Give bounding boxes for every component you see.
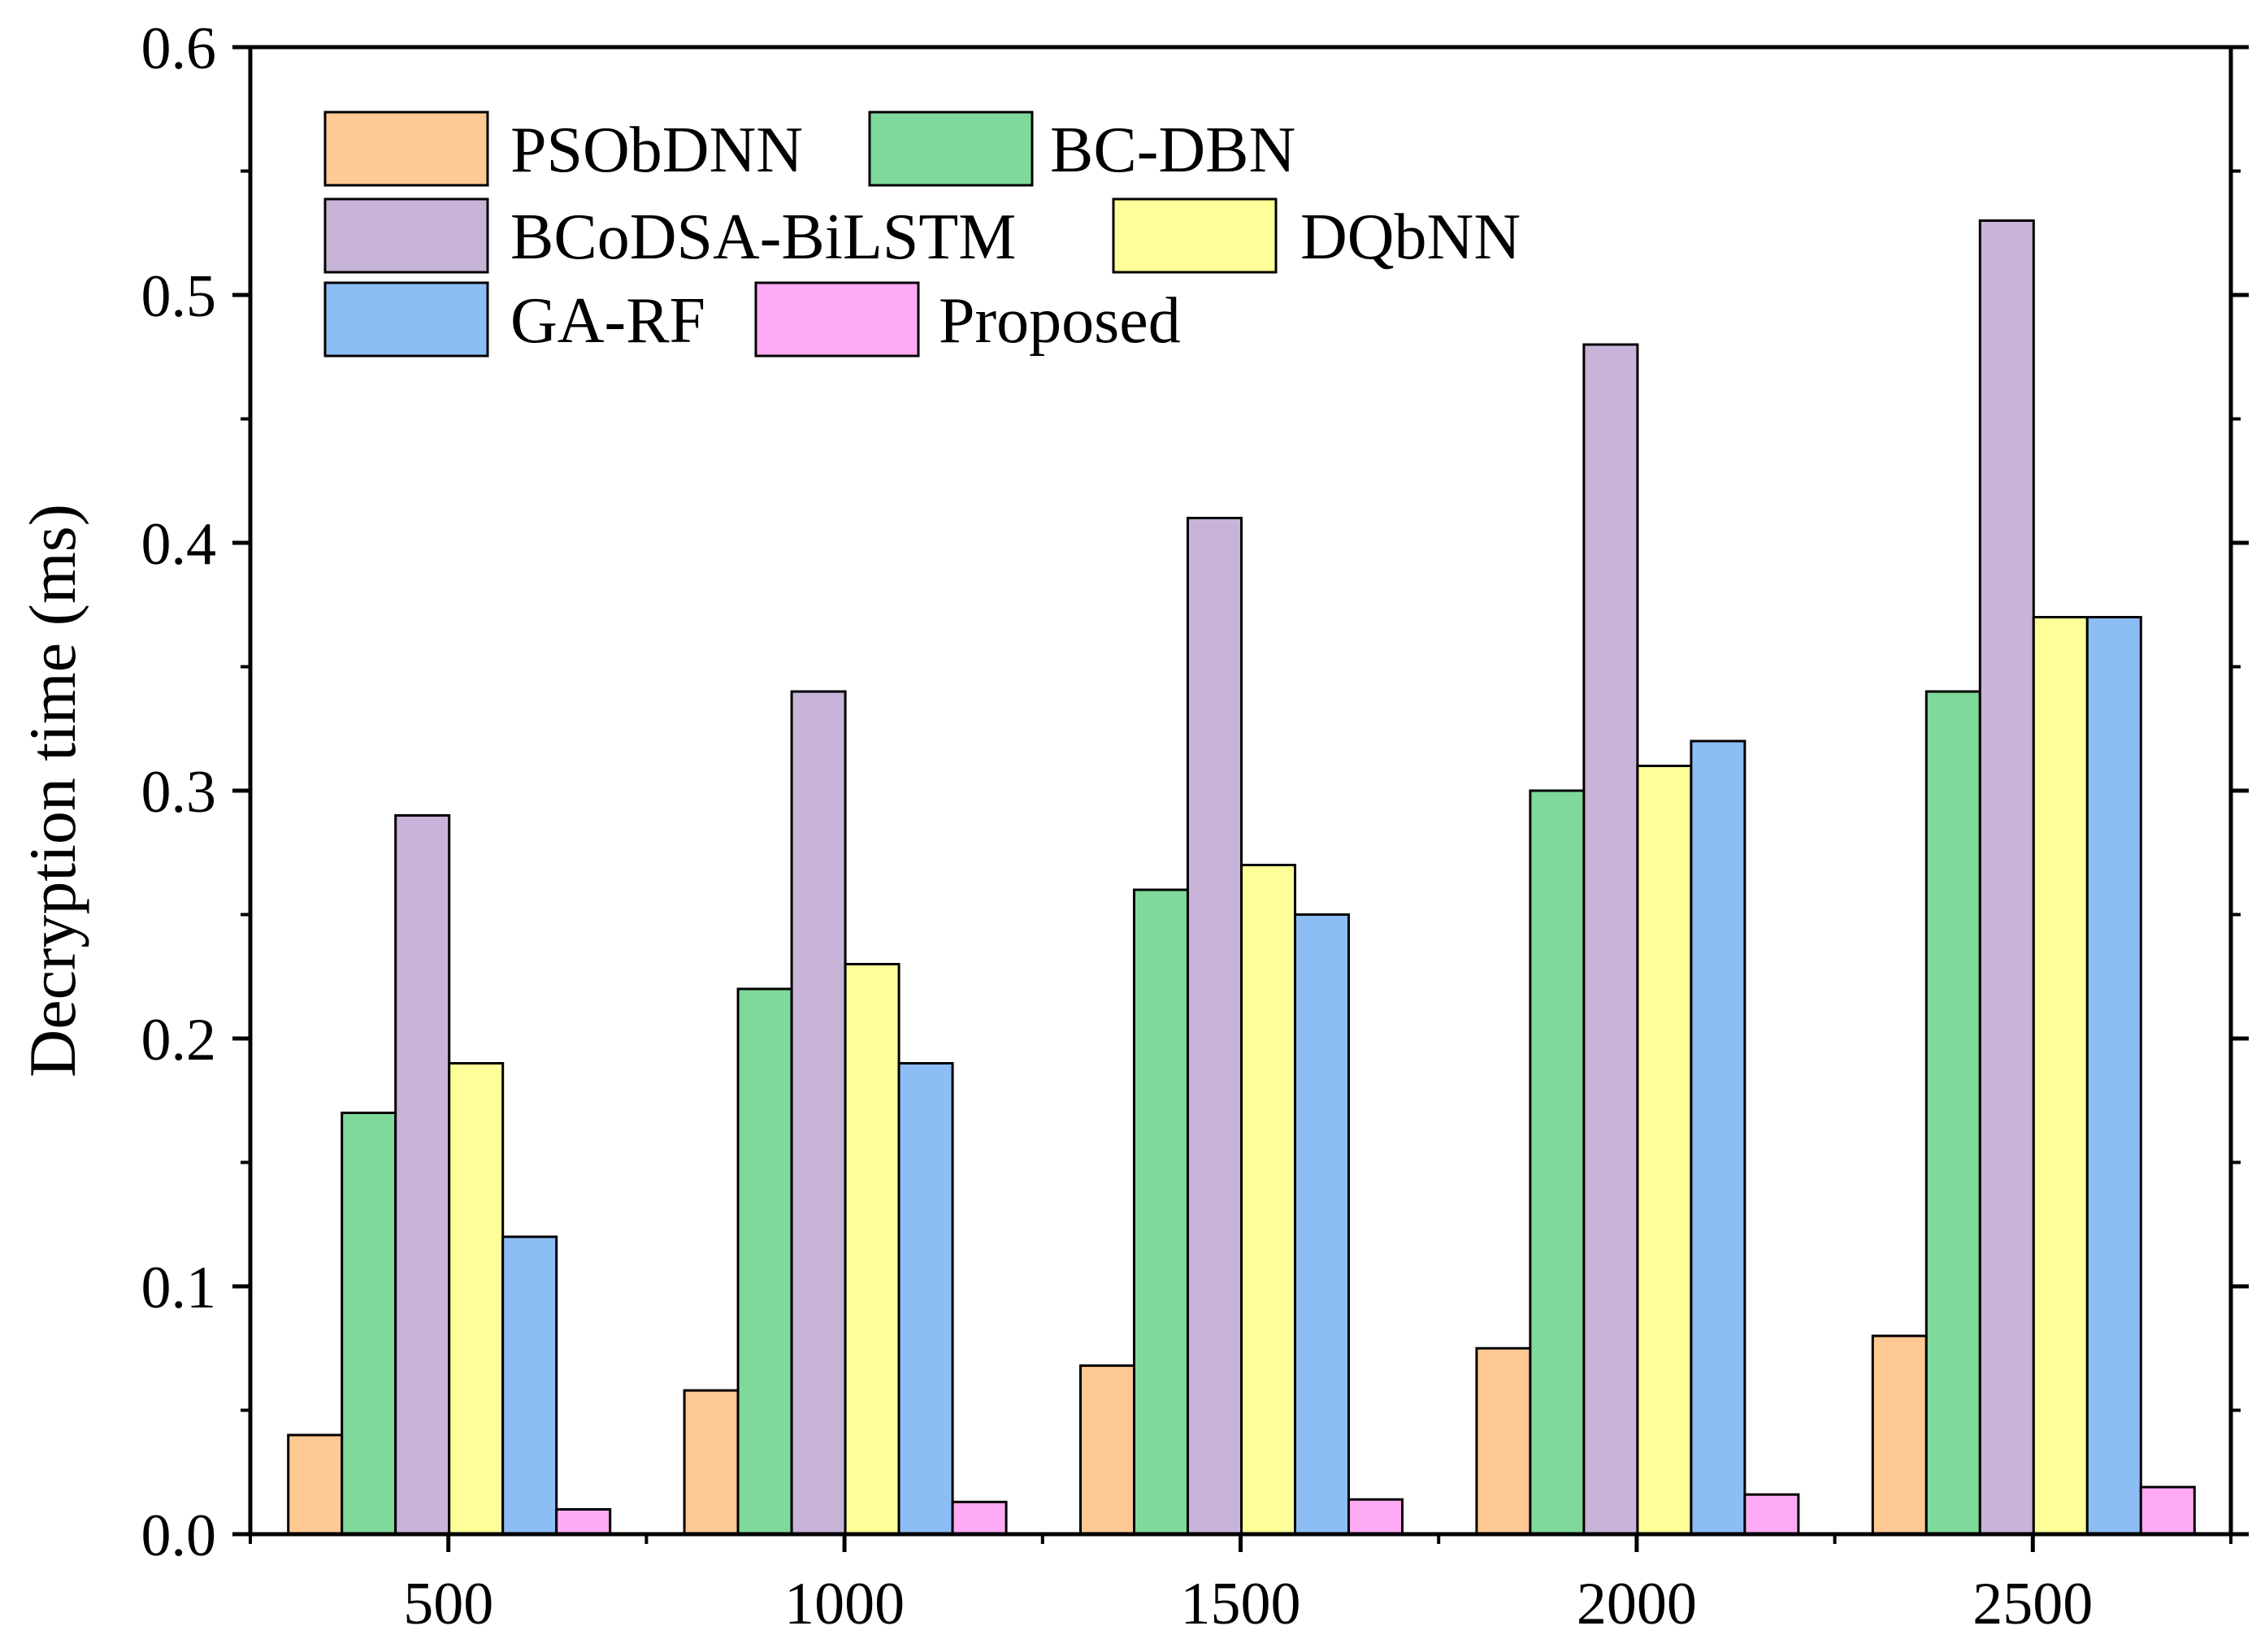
bar-proposed-1000 xyxy=(951,1500,1008,1536)
x-tick-label: 1500 xyxy=(1181,1571,1301,1637)
bar-dqbnn-1500 xyxy=(1240,864,1296,1536)
legend-label-proposed: Proposed xyxy=(939,285,1181,357)
y-tick-label: 0.4 xyxy=(141,511,217,578)
y-tick-label: 0.0 xyxy=(141,1502,217,1569)
legend-label-ga-rf: GA-RF xyxy=(510,285,705,357)
bar-bc-dbn-2500 xyxy=(1924,690,1981,1536)
legend-swatch-bc-dbn xyxy=(868,111,1034,187)
axis-ticks xyxy=(232,45,2249,1552)
bar-dqbnn-500 xyxy=(448,1062,505,1536)
y-axis-title: Decryption time (ms) xyxy=(15,504,89,1077)
legend-label-dqbnn: DQbNN xyxy=(1300,202,1521,273)
bar-bc-dbn-500 xyxy=(341,1112,397,1536)
bar-ga-rf-2000 xyxy=(1690,739,1746,1536)
y-tick-label: 0.2 xyxy=(141,1007,217,1073)
y-tick-label: 0.1 xyxy=(141,1255,217,1321)
legend-label-bc-dbn: BC-DBN xyxy=(1050,115,1295,186)
x-tick-label: 500 xyxy=(403,1571,493,1637)
bar-ga-rf-1500 xyxy=(1294,913,1350,1536)
x-tick-label: 2500 xyxy=(1972,1571,2093,1637)
bar-bcodsa-bilstm-1500 xyxy=(1187,517,1243,1536)
bar-psobdnn-1000 xyxy=(683,1389,740,1536)
bar-ga-rf-500 xyxy=(501,1235,558,1536)
x-tick-label: 2000 xyxy=(1577,1571,1697,1637)
bar-dqbnn-2500 xyxy=(2032,616,2089,1536)
bar-ga-rf-2500 xyxy=(2085,616,2142,1536)
y-tick-label: 0.6 xyxy=(141,15,217,82)
legend-swatch-proposed xyxy=(754,281,920,358)
legend-swatch-psobdnn xyxy=(323,111,489,187)
legend-swatch-ga-rf xyxy=(323,281,489,358)
legend: PSObDNN BC-DBN BCoDSA-BiLSTM DQbNN GA-RF Prop… xyxy=(323,111,1521,358)
legend-swatch-bcodsa-bilstm xyxy=(323,197,489,274)
bar-dqbnn-2000 xyxy=(1636,765,1693,1536)
bar-bc-dbn-1500 xyxy=(1133,888,1189,1536)
bar-bcodsa-bilstm-1000 xyxy=(790,690,847,1536)
bar-bcodsa-bilstm-2500 xyxy=(1978,219,2035,1536)
bar-ga-rf-1000 xyxy=(897,1062,954,1536)
x-tick-label: 1000 xyxy=(784,1571,905,1637)
bar-bcodsa-bilstm-2000 xyxy=(1582,343,1639,1536)
bar-proposed-2500 xyxy=(2139,1485,2196,1536)
bar-psobdnn-2000 xyxy=(1475,1346,1532,1536)
legend-label-bcodsa-bilstm: BCoDSA-BiLSTM xyxy=(510,202,1016,273)
legend-label-psobdnn: PSObDNN xyxy=(510,115,803,186)
bar-bc-dbn-2000 xyxy=(1529,789,1586,1536)
bar-proposed-500 xyxy=(555,1508,612,1536)
bar-dqbnn-1000 xyxy=(844,963,900,1536)
bar-group xyxy=(287,219,2196,1536)
bar-psobdnn-2500 xyxy=(1871,1334,1928,1536)
y-tick-label: 0.5 xyxy=(141,263,217,330)
bar-proposed-2000 xyxy=(1743,1493,1800,1536)
legend-swatch-dqbnn xyxy=(1112,197,1278,274)
bar-bc-dbn-1000 xyxy=(736,987,793,1536)
bar-bcodsa-bilstm-500 xyxy=(394,814,451,1536)
bar-proposed-1500 xyxy=(1347,1498,1404,1536)
y-tick-label: 0.3 xyxy=(141,759,217,826)
bar-psobdnn-1500 xyxy=(1079,1364,1135,1536)
axis-tick-labels: 0.0 0.1 0.2 0.3 0.4 0.5 0.6 500 1000 1500 2000 2500 xyxy=(141,15,2094,1637)
bar-psobdnn-500 xyxy=(287,1433,344,1536)
